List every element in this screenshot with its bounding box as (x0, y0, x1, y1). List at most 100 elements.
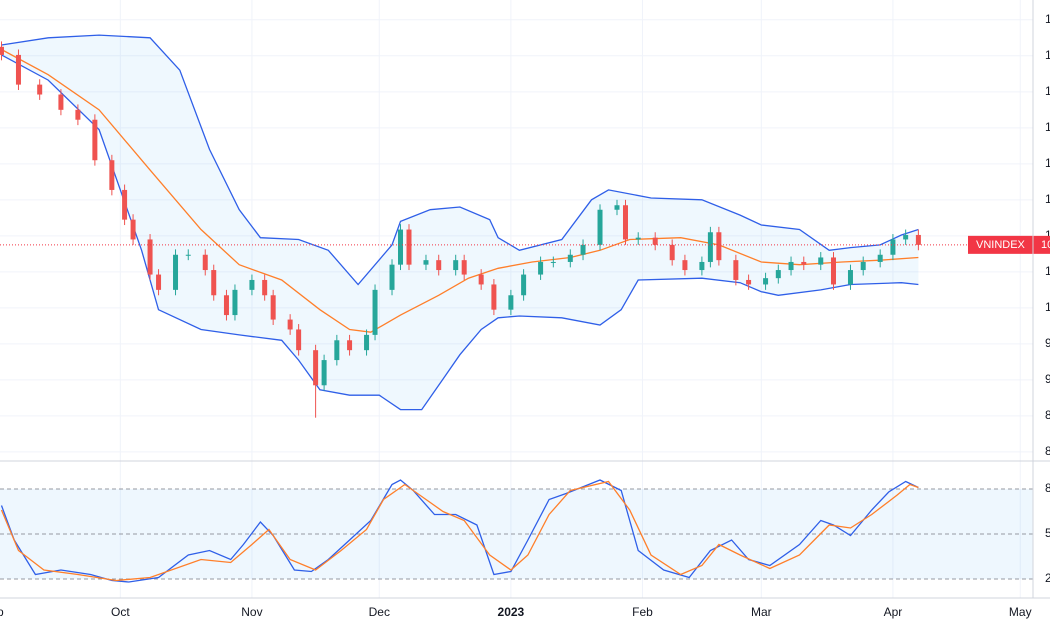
candle-body (478, 274, 484, 285)
candle-body (847, 270, 853, 285)
candle-body (567, 254, 573, 262)
y-tick-label: 1320 (1045, 12, 1050, 26)
candle-body (406, 229, 412, 265)
candle-body (347, 340, 353, 351)
candle-body (423, 260, 429, 265)
x-tick-label: Feb (632, 605, 653, 619)
candle-body (398, 229, 404, 265)
candle-body (682, 260, 688, 271)
candle-body (635, 237, 641, 240)
candle-body (707, 232, 713, 262)
band-line (1, 48, 919, 333)
candle-body (860, 261, 866, 271)
candle-body (37, 84, 43, 95)
band-fill (1, 35, 919, 410)
indicator-line (0, 480, 919, 582)
x-tick-label: Oct (111, 605, 130, 619)
last-price-label: 1070 (1041, 239, 1050, 251)
candle-body (0, 46, 4, 55)
y-tick-label: 80 (1045, 481, 1050, 495)
y-tick-label: 1000 (1045, 300, 1050, 314)
candle-body (915, 234, 921, 245)
candle-body (788, 261, 794, 271)
candle-body (249, 279, 255, 290)
candle-body (436, 260, 442, 271)
y-tick-label: 1120 (1045, 192, 1050, 206)
candle-body (211, 270, 217, 296)
y-tick-label: 1280 (1045, 48, 1050, 62)
band-line (1, 54, 919, 411)
y-tick-label: 960 (1045, 336, 1050, 350)
candle-body (491, 284, 497, 310)
candle-body (801, 261, 807, 265)
candle-body (147, 239, 153, 275)
candle-body (580, 244, 586, 255)
candle-body (733, 260, 739, 280)
candle-body (763, 278, 769, 285)
candle-body (652, 237, 658, 245)
candle-body (313, 350, 319, 386)
candle-body (818, 257, 824, 265)
candle-body (232, 289, 238, 316)
symbol-tag (968, 235, 1050, 254)
candle-body (321, 360, 327, 386)
candle-body (746, 279, 752, 285)
candle-body (775, 270, 781, 279)
y-tick-label: 1080 (1045, 228, 1050, 242)
x-tick-label: Dec (369, 605, 390, 619)
y-tick-label: 1040 (1045, 264, 1050, 278)
candle-body (372, 289, 378, 335)
x-tick-label: Apr (884, 605, 903, 619)
candle-body (109, 160, 115, 190)
candle-body (538, 261, 544, 275)
y-tick-label: 920 (1045, 372, 1050, 386)
candle-body (223, 295, 229, 316)
symbol-label: VNINDEX (976, 239, 1026, 251)
y-tick-label: 1160 (1045, 156, 1050, 170)
candle-body (202, 254, 208, 271)
candle-body (75, 109, 81, 120)
candle-body (716, 232, 722, 261)
y-tick-label: 840 (1045, 444, 1050, 458)
candle-body (830, 257, 836, 285)
candle-body (508, 295, 514, 310)
y-tick-label: 880 (1045, 408, 1050, 422)
y-tick-label: 1200 (1045, 120, 1050, 134)
y-tick-label: 20 (1045, 571, 1050, 585)
candle-body (92, 119, 98, 161)
y-tick-label: 1240 (1045, 84, 1050, 98)
candle-body (15, 54, 21, 85)
band-line (1, 34, 919, 286)
candle-body (287, 319, 293, 330)
y-tick-label: 50 (1045, 526, 1050, 540)
candle-body (903, 234, 909, 240)
candle-body (262, 279, 268, 296)
candle-body (58, 94, 64, 110)
candle-body (669, 244, 675, 261)
candle-body (122, 189, 128, 220)
candle-body (389, 264, 395, 290)
candle-body (364, 334, 370, 351)
candle-body (130, 219, 136, 240)
candle-body (622, 205, 628, 240)
candle-body (461, 260, 467, 275)
candle-body (270, 295, 276, 320)
candle-body (173, 254, 179, 290)
candle-body (334, 340, 340, 361)
candle-body (296, 329, 302, 351)
candle-body (597, 209, 603, 245)
candle-body (185, 254, 191, 256)
candle-body (890, 239, 896, 255)
indicator-line (0, 479, 919, 583)
band-fill (0, 488, 1033, 579)
candle-body (453, 260, 459, 271)
x-tick-label: Mar (751, 605, 772, 619)
x-tick-label: Sep (0, 605, 4, 619)
candle-body (614, 205, 620, 210)
candle-body (521, 274, 527, 296)
x-tick-label: May (1009, 605, 1032, 619)
candle-body (877, 254, 883, 262)
